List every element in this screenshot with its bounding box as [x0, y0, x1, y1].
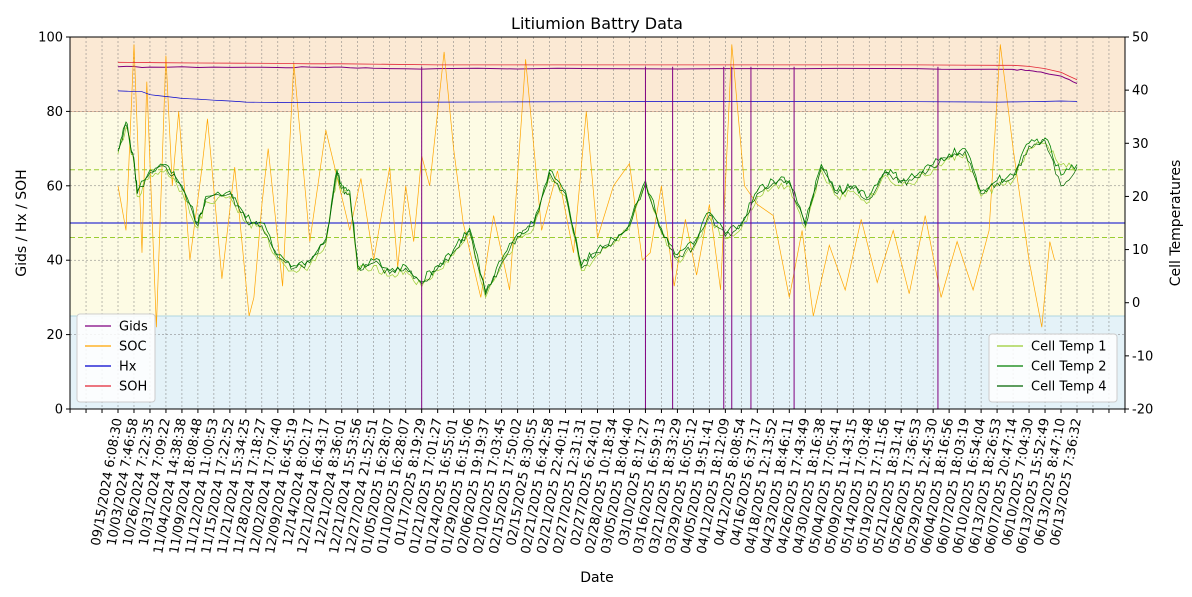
y2-tick-label: -10: [1132, 349, 1153, 364]
y2-tick-label: 50: [1132, 31, 1149, 46]
legend-left-label: SOH: [119, 380, 147, 395]
legend-left-label: SOC: [119, 340, 147, 355]
y-axis-title: Gids / Hx / SOH: [14, 169, 30, 276]
y-tick-label: 20: [46, 328, 63, 343]
y2-tick-label: 20: [1132, 190, 1149, 205]
series-line-gids: [117, 65, 1078, 84]
series-line-soh: [117, 61, 1078, 81]
y2-tick-label: -20: [1132, 403, 1153, 418]
series-line-cell-temp-4: [117, 124, 1078, 297]
legend-left: Gids SOC Hx SOH: [76, 313, 156, 403]
y-tick-label: 100: [38, 31, 63, 46]
series-line-cell-temp-2: [117, 121, 1078, 294]
legend-left-label: Hx: [119, 360, 137, 375]
y-tick-label: 40: [46, 254, 63, 269]
legend-left-label: Gids: [119, 320, 148, 335]
series-line-cell-temp-1: [117, 126, 1078, 299]
legend-right-label: Cell Temp 2: [1031, 360, 1106, 375]
y2-tick-label: 0: [1132, 296, 1140, 311]
y2-tick-label: 10: [1132, 243, 1149, 258]
y-tick-label: 0: [55, 403, 63, 418]
y2-tick-label: 30: [1132, 137, 1149, 152]
legend-right: Cell Temp 1 Cell Temp 2 Cell Temp 4: [988, 333, 1118, 403]
legend-right-label: Cell Temp 1: [1031, 340, 1106, 355]
legend-right-label: Cell Temp 4: [1031, 380, 1106, 395]
y2-axis-title: Cell Temperatures: [1168, 160, 1184, 287]
legend-left-box: [76, 313, 156, 403]
y2-tick-label: 40: [1132, 84, 1149, 99]
chart-title: Litiumion Battry Data: [511, 14, 683, 33]
series-line-hx: [117, 90, 1078, 103]
legend-right-box: [988, 333, 1118, 403]
y-tick-label: 60: [46, 179, 63, 194]
x-axis-title: Date: [580, 570, 613, 586]
series-line-soc: [117, 44, 1055, 328]
y-tick-label: 80: [46, 105, 63, 120]
